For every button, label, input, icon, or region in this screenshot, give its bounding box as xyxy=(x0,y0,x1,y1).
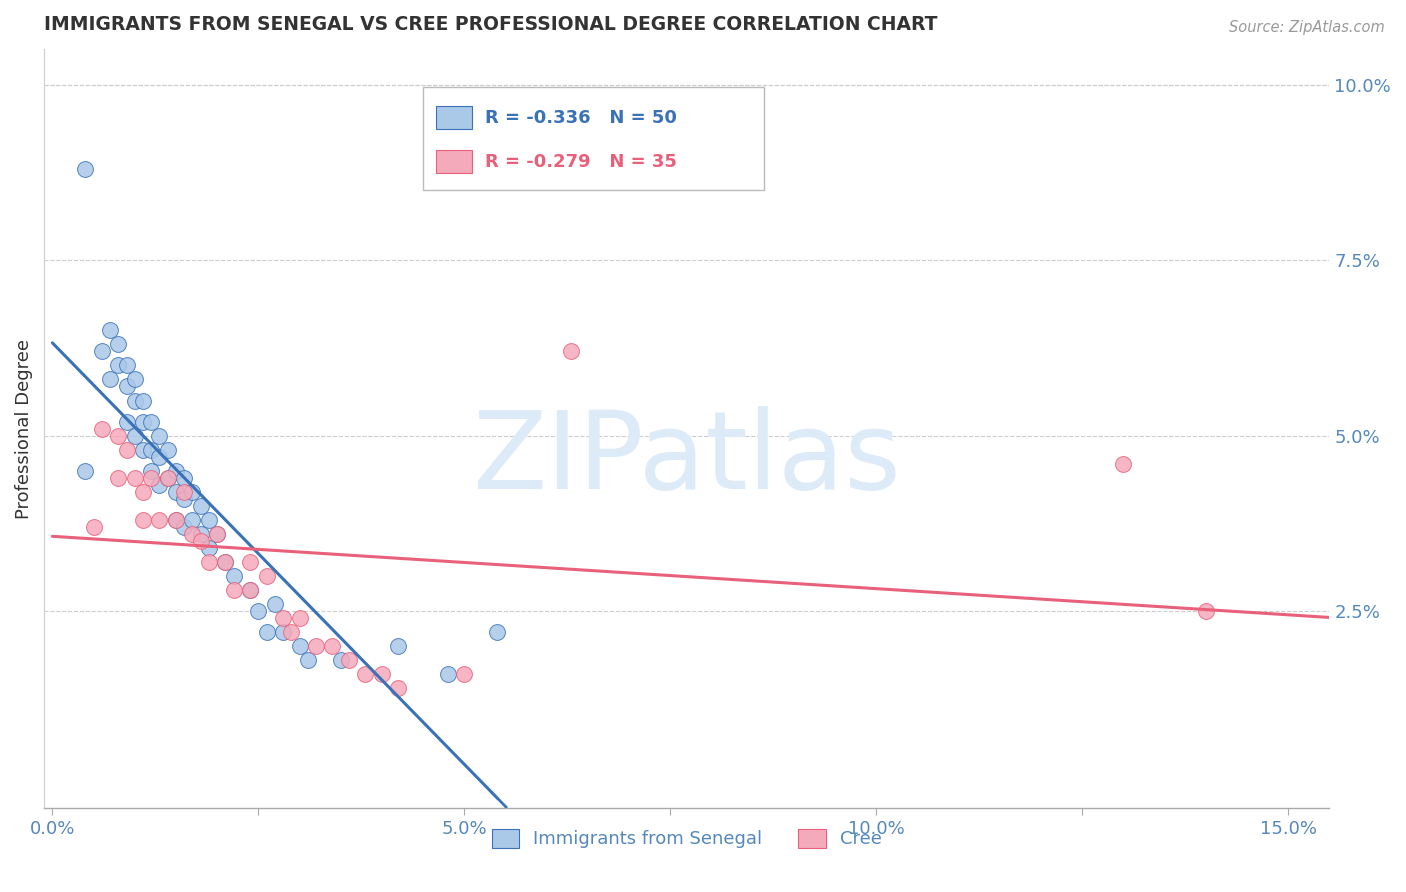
Point xyxy=(198,513,221,527)
Point xyxy=(297,653,319,667)
Point xyxy=(124,471,146,485)
Text: R = -0.336   N = 50: R = -0.336 N = 50 xyxy=(485,109,676,127)
Point xyxy=(181,527,204,541)
Point xyxy=(337,653,360,667)
Point xyxy=(165,484,187,499)
Point xyxy=(453,667,475,681)
Point xyxy=(98,323,121,337)
Point xyxy=(329,653,352,667)
Point xyxy=(90,421,112,435)
Point xyxy=(107,359,129,373)
Point xyxy=(141,464,163,478)
Point xyxy=(190,499,212,513)
Point xyxy=(98,372,121,386)
Point xyxy=(107,337,129,351)
Point xyxy=(156,471,179,485)
Point xyxy=(214,555,236,569)
Legend: Immigrants from Senegal, Cree: Immigrants from Senegal, Cree xyxy=(485,822,889,855)
Point xyxy=(1195,604,1218,618)
Point xyxy=(1112,457,1135,471)
Point xyxy=(124,372,146,386)
Bar xyxy=(436,150,472,173)
Point xyxy=(239,555,262,569)
Point xyxy=(190,527,212,541)
Point xyxy=(165,464,187,478)
Point xyxy=(247,604,270,618)
Point xyxy=(263,597,285,611)
Point xyxy=(132,513,155,527)
Point xyxy=(387,681,409,696)
Point xyxy=(115,379,138,393)
Point xyxy=(141,471,163,485)
Point xyxy=(214,555,236,569)
Point xyxy=(288,611,311,625)
Point xyxy=(371,667,394,681)
Point xyxy=(107,428,129,442)
Point xyxy=(156,471,179,485)
Point xyxy=(173,491,195,506)
Point xyxy=(173,520,195,534)
Bar xyxy=(436,106,472,129)
Point xyxy=(75,161,97,176)
Point xyxy=(198,541,221,555)
FancyBboxPatch shape xyxy=(423,87,763,190)
Point xyxy=(132,393,155,408)
Point xyxy=(198,555,221,569)
Point xyxy=(239,583,262,598)
Point xyxy=(256,625,278,640)
Point xyxy=(156,442,179,457)
Point xyxy=(239,583,262,598)
Text: ZIPatlas: ZIPatlas xyxy=(472,406,901,512)
Y-axis label: Professional Degree: Professional Degree xyxy=(15,339,32,518)
Point xyxy=(165,513,187,527)
Point xyxy=(271,611,294,625)
Point xyxy=(190,533,212,548)
Point xyxy=(387,640,409,654)
Point xyxy=(148,477,170,491)
Point xyxy=(83,520,105,534)
Point xyxy=(173,471,195,485)
Point xyxy=(141,442,163,457)
Point xyxy=(181,484,204,499)
Text: R = -0.279   N = 35: R = -0.279 N = 35 xyxy=(485,153,676,170)
Point xyxy=(148,428,170,442)
Text: Source: ZipAtlas.com: Source: ZipAtlas.com xyxy=(1229,20,1385,35)
Point xyxy=(321,640,343,654)
Point xyxy=(132,442,155,457)
Point xyxy=(148,513,170,527)
Point xyxy=(148,450,170,464)
Point xyxy=(124,428,146,442)
Point xyxy=(256,569,278,583)
Point xyxy=(280,625,302,640)
Point xyxy=(560,344,582,359)
Text: IMMIGRANTS FROM SENEGAL VS CREE PROFESSIONAL DEGREE CORRELATION CHART: IMMIGRANTS FROM SENEGAL VS CREE PROFESSI… xyxy=(44,15,938,34)
Point xyxy=(173,484,195,499)
Point xyxy=(115,415,138,429)
Point xyxy=(75,464,97,478)
Point xyxy=(132,484,155,499)
Point xyxy=(205,527,228,541)
Point xyxy=(271,625,294,640)
Point xyxy=(222,569,245,583)
Point xyxy=(288,640,311,654)
Point xyxy=(124,393,146,408)
Point xyxy=(165,513,187,527)
Point xyxy=(437,667,460,681)
Point xyxy=(115,442,138,457)
Point xyxy=(205,527,228,541)
Point xyxy=(115,359,138,373)
Point xyxy=(181,513,204,527)
Point xyxy=(222,583,245,598)
Point xyxy=(141,415,163,429)
Point xyxy=(90,344,112,359)
Point xyxy=(132,415,155,429)
Point xyxy=(305,640,328,654)
Point xyxy=(107,471,129,485)
Point xyxy=(354,667,377,681)
Point xyxy=(486,625,509,640)
